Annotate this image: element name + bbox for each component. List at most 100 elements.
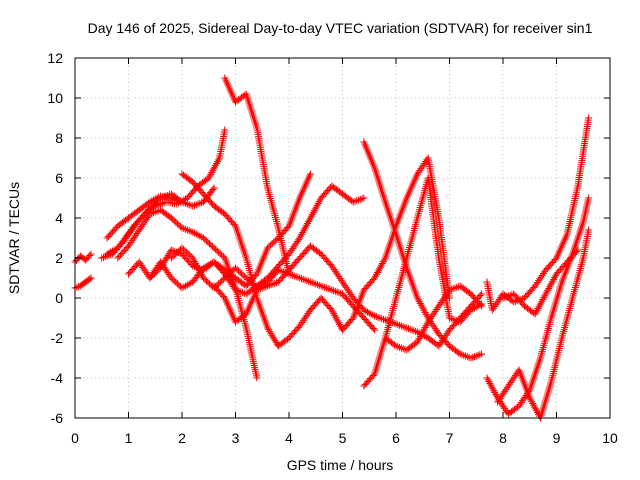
- data-point: [125, 229, 133, 237]
- data-point: [178, 198, 186, 206]
- data-point: [208, 169, 216, 177]
- data-point: [140, 265, 148, 273]
- data-point: [489, 385, 497, 393]
- data-point: [332, 313, 340, 321]
- data-point: [184, 250, 192, 258]
- data-point: [291, 241, 299, 249]
- data-point: [532, 405, 540, 413]
- data-point: [226, 277, 234, 285]
- data-point: [260, 283, 268, 291]
- data-point: [330, 287, 338, 295]
- data-point: [296, 322, 304, 330]
- data-point: [272, 338, 280, 346]
- data-point: [336, 321, 344, 329]
- data-point: [194, 231, 202, 239]
- data-point: [160, 263, 168, 271]
- data-point: [207, 241, 215, 249]
- data-point: [232, 264, 239, 272]
- data-point: [478, 290, 486, 298]
- data-point: [392, 342, 400, 350]
- data-point: [294, 273, 302, 281]
- data-point: [492, 390, 500, 398]
- data-point: [221, 126, 229, 134]
- data-point: [205, 261, 213, 269]
- data-point: [451, 284, 459, 292]
- data-point: [255, 285, 263, 293]
- data-point: [189, 254, 197, 262]
- data-point: [500, 403, 508, 411]
- data-point: [516, 400, 524, 408]
- data-point: [493, 299, 501, 307]
- data-point: [123, 233, 131, 241]
- y-tick-label: 4: [55, 210, 63, 226]
- data-point: [533, 278, 541, 286]
- data-point: [328, 262, 336, 270]
- data-point: [301, 225, 309, 233]
- data-point: [239, 271, 247, 279]
- data-point: [162, 255, 170, 263]
- data-point: [169, 275, 177, 283]
- data-point: [287, 246, 295, 254]
- data-point: [201, 275, 209, 283]
- data-point: [373, 270, 381, 278]
- data-point: [299, 317, 307, 325]
- data-point: [185, 227, 193, 235]
- data-point: [126, 227, 134, 235]
- data-point: [501, 387, 509, 395]
- data-point: [369, 325, 377, 332]
- data-point: [232, 286, 239, 294]
- data-point: [171, 195, 179, 203]
- data-point: [329, 264, 337, 272]
- data-point: [539, 270, 547, 278]
- data-point: [274, 266, 282, 274]
- data-point: [173, 280, 181, 288]
- series-track-9: [167, 244, 379, 334]
- data-point: [187, 227, 195, 235]
- data-point: [157, 258, 165, 266]
- data-point: [324, 285, 332, 293]
- data-point: [406, 325, 414, 333]
- data-point: [167, 254, 175, 262]
- data-point: [435, 342, 443, 350]
- data-point: [415, 334, 423, 342]
- data-point: [497, 393, 505, 401]
- data-point: [87, 274, 95, 282]
- data-point: [204, 278, 212, 286]
- data-point: [437, 338, 445, 346]
- data-point: [410, 327, 418, 335]
- data-point: [432, 306, 440, 314]
- data-point: [290, 243, 298, 251]
- data-point: [148, 209, 156, 217]
- data-point: [503, 384, 511, 392]
- data-point: [199, 234, 207, 242]
- data-point: [510, 298, 518, 306]
- data-point: [328, 306, 336, 314]
- data-point: [438, 337, 446, 345]
- data-point: [494, 398, 502, 406]
- data-point: [125, 242, 132, 250]
- data-point: [432, 326, 440, 334]
- x-tick-label: 0: [71, 430, 79, 446]
- data-point: [157, 200, 165, 208]
- data-point: [414, 336, 422, 344]
- data-point: [500, 389, 508, 397]
- data-point: [127, 226, 135, 234]
- data-point: [467, 354, 475, 362]
- data-point: [379, 258, 387, 266]
- data-point: [267, 281, 275, 289]
- data-point: [378, 315, 386, 323]
- data-point: [489, 304, 497, 312]
- data-point: [222, 273, 230, 281]
- data-point: [416, 333, 424, 341]
- data-point: [192, 201, 200, 209]
- data-point: [270, 238, 278, 246]
- data-point: [302, 223, 310, 231]
- data-point: [421, 159, 429, 167]
- data-point: [542, 290, 550, 298]
- data-point: [585, 194, 593, 202]
- chart-title: Day 146 of 2025, Sidereal Day-to-day VTE…: [88, 20, 593, 36]
- data-point: [353, 197, 361, 205]
- data-point: [585, 226, 593, 234]
- data-point: [532, 280, 540, 288]
- data-point: [496, 394, 504, 402]
